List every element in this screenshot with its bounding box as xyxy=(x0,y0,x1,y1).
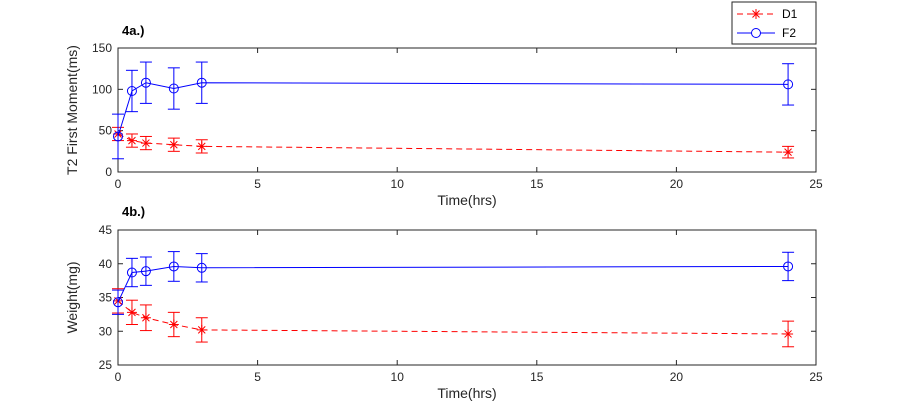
data-point xyxy=(113,131,123,142)
data-point xyxy=(783,328,794,339)
data-point xyxy=(168,261,179,272)
panel-title: 4b.) xyxy=(122,204,145,219)
data-point xyxy=(140,266,151,277)
y-tick-label: 25 xyxy=(99,358,113,372)
x-tick-label: 5 xyxy=(254,177,261,191)
data-point xyxy=(196,262,207,273)
x-axis-label: Time(hrs) xyxy=(437,385,496,401)
x-tick-label: 10 xyxy=(391,177,405,191)
data-point xyxy=(126,85,137,96)
data-point xyxy=(168,83,179,94)
y-tick-label: 40 xyxy=(99,257,113,271)
data-point xyxy=(168,139,179,150)
legend-box xyxy=(731,1,817,45)
y-tick-label: 100 xyxy=(92,82,112,96)
data-point xyxy=(783,147,794,158)
error-bar xyxy=(195,253,208,283)
error-bar xyxy=(112,113,124,160)
data-point xyxy=(168,319,179,330)
series-D1 xyxy=(112,288,795,348)
error-bar xyxy=(125,69,138,113)
error-bar xyxy=(167,251,180,282)
data-point xyxy=(783,79,794,90)
x-tick-label: 25 xyxy=(809,177,823,191)
x-tick-label: 0 xyxy=(115,370,122,384)
x-tick-label: 15 xyxy=(530,370,544,384)
x-tick-label: 15 xyxy=(530,177,544,191)
x-tick-label: 5 xyxy=(254,370,261,384)
panel-2: 0 5 10 15 20 25 25 30 35 40 45 Time(hrs) Weight(mg) 4… xyxy=(64,204,823,401)
error-bar xyxy=(782,251,795,282)
series-F2 xyxy=(112,251,795,315)
error-bar xyxy=(125,257,138,288)
data-point xyxy=(140,312,151,323)
data-point xyxy=(126,267,137,278)
panel-1: 0 5 10 15 20 25 0 50 100 150 Time(hrs) T2 First Mom… xyxy=(64,1,823,208)
x-tick-label: 25 xyxy=(809,370,823,384)
legend-marker xyxy=(751,28,761,38)
y-tick-label: 50 xyxy=(99,124,113,138)
error-bar xyxy=(782,63,795,106)
series-D1 xyxy=(112,126,795,159)
legend-label-D1: D1 xyxy=(782,7,798,21)
data-point xyxy=(783,261,794,272)
series-line-D1 xyxy=(117,300,789,335)
error-bar xyxy=(139,61,152,104)
y-tick-label: 35 xyxy=(99,291,113,305)
error-bar xyxy=(195,61,208,104)
series-line-F2 xyxy=(117,82,789,137)
x-axis-label: Time(hrs) xyxy=(437,192,496,208)
data-point xyxy=(126,135,137,146)
series-line-D1 xyxy=(117,133,789,153)
y-tick-label: 150 xyxy=(92,41,112,55)
legend-label-F2: F2 xyxy=(782,26,796,40)
y-tick-label: 0 xyxy=(105,165,112,179)
y-tick-label: 45 xyxy=(99,223,113,237)
data-point xyxy=(140,77,151,88)
data-point xyxy=(126,307,137,318)
x-tick-label: 20 xyxy=(670,370,684,384)
panel-title: 4a.) xyxy=(122,23,144,38)
series-line-F2 xyxy=(117,265,789,303)
legend-marker xyxy=(751,9,761,19)
data-point xyxy=(113,297,123,308)
axes-box xyxy=(117,47,817,173)
error-bar xyxy=(139,256,152,286)
series-F2 xyxy=(112,61,795,160)
error-bar xyxy=(167,67,180,110)
x-tick-label: 0 xyxy=(115,177,122,191)
data-point xyxy=(196,141,207,152)
data-point xyxy=(196,324,207,335)
data-point xyxy=(140,138,151,149)
y-axis-label: T2 First Moment(ms) xyxy=(64,45,80,175)
y-tick-label: 30 xyxy=(99,324,113,338)
x-tick-label: 10 xyxy=(391,370,405,384)
error-bar xyxy=(112,289,124,315)
y-axis-label: Weight(mg) xyxy=(64,261,80,333)
x-tick-label: 20 xyxy=(670,177,684,191)
data-point xyxy=(196,77,207,88)
axes-box xyxy=(117,229,817,366)
